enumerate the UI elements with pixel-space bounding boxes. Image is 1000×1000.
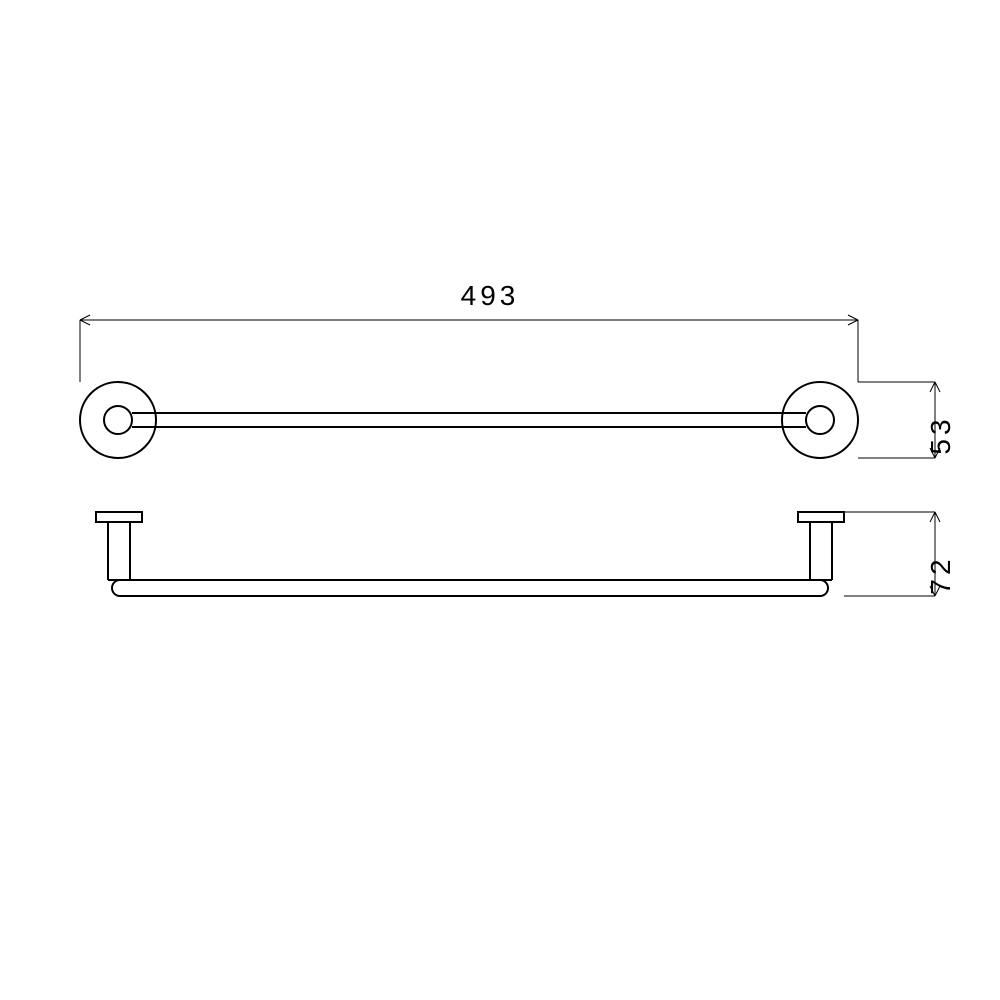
- dim-height-72: 72: [925, 555, 956, 594]
- technical-drawing: 493 53 72: [0, 0, 1000, 1000]
- dim-width: 493: [461, 280, 520, 311]
- dim-height-53: 53: [925, 415, 956, 454]
